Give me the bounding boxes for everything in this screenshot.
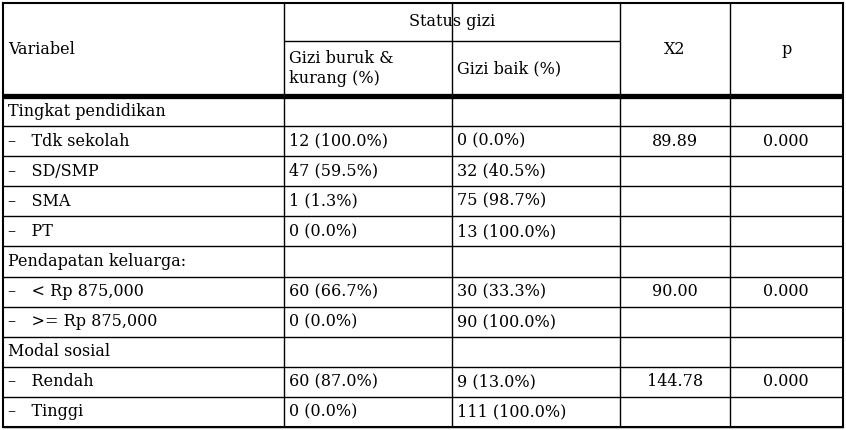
- Text: –   Tinggi: – Tinggi: [8, 403, 83, 421]
- Text: 9 (13.0%): 9 (13.0%): [458, 373, 536, 390]
- Text: 89.89: 89.89: [652, 132, 698, 150]
- Text: Gizi baik (%): Gizi baik (%): [458, 60, 562, 77]
- Text: Tingkat pendidikan: Tingkat pendidikan: [8, 102, 166, 120]
- Text: 0 (0.0%): 0 (0.0%): [289, 403, 358, 421]
- Text: 144.78: 144.78: [647, 373, 703, 390]
- Text: 30 (33.3%): 30 (33.3%): [458, 283, 547, 300]
- Text: 90 (100.0%): 90 (100.0%): [458, 313, 557, 330]
- Text: –   PT: – PT: [8, 223, 52, 240]
- Text: Pendapatan keluarga:: Pendapatan keluarga:: [8, 253, 186, 270]
- Text: –   Tdk sekolah: – Tdk sekolah: [8, 132, 129, 150]
- Text: Gizi buruk &
kurang (%): Gizi buruk & kurang (%): [289, 50, 394, 87]
- Text: 12 (100.0%): 12 (100.0%): [289, 132, 388, 150]
- Text: 13 (100.0%): 13 (100.0%): [458, 223, 557, 240]
- Text: 75 (98.7%): 75 (98.7%): [458, 193, 547, 210]
- Text: 60 (87.0%): 60 (87.0%): [289, 373, 378, 390]
- Text: 0.000: 0.000: [763, 373, 809, 390]
- Text: 111 (100.0%): 111 (100.0%): [458, 403, 567, 421]
- Text: 32 (40.5%): 32 (40.5%): [458, 163, 547, 180]
- Text: X2: X2: [664, 41, 686, 58]
- Text: 0.000: 0.000: [763, 132, 809, 150]
- Text: 0 (0.0%): 0 (0.0%): [289, 223, 358, 240]
- Text: p: p: [781, 41, 791, 58]
- Text: 0 (0.0%): 0 (0.0%): [289, 313, 358, 330]
- Text: Status gizi: Status gizi: [409, 13, 496, 31]
- Text: –   < Rp 875,000: – < Rp 875,000: [8, 283, 144, 300]
- Text: Variabel: Variabel: [8, 41, 75, 58]
- Text: –   SMA: – SMA: [8, 193, 70, 210]
- Text: 60 (66.7%): 60 (66.7%): [289, 283, 378, 300]
- Text: –   SD/SMP: – SD/SMP: [8, 163, 99, 180]
- Text: –   >= Rp 875,000: – >= Rp 875,000: [8, 313, 157, 330]
- Text: –   Rendah: – Rendah: [8, 373, 94, 390]
- Text: 47 (59.5%): 47 (59.5%): [289, 163, 378, 180]
- Text: 0 (0.0%): 0 (0.0%): [458, 132, 525, 150]
- Text: Modal sosial: Modal sosial: [8, 343, 110, 360]
- Text: 1 (1.3%): 1 (1.3%): [289, 193, 358, 210]
- Text: 90.00: 90.00: [652, 283, 698, 300]
- Text: 0.000: 0.000: [763, 283, 809, 300]
